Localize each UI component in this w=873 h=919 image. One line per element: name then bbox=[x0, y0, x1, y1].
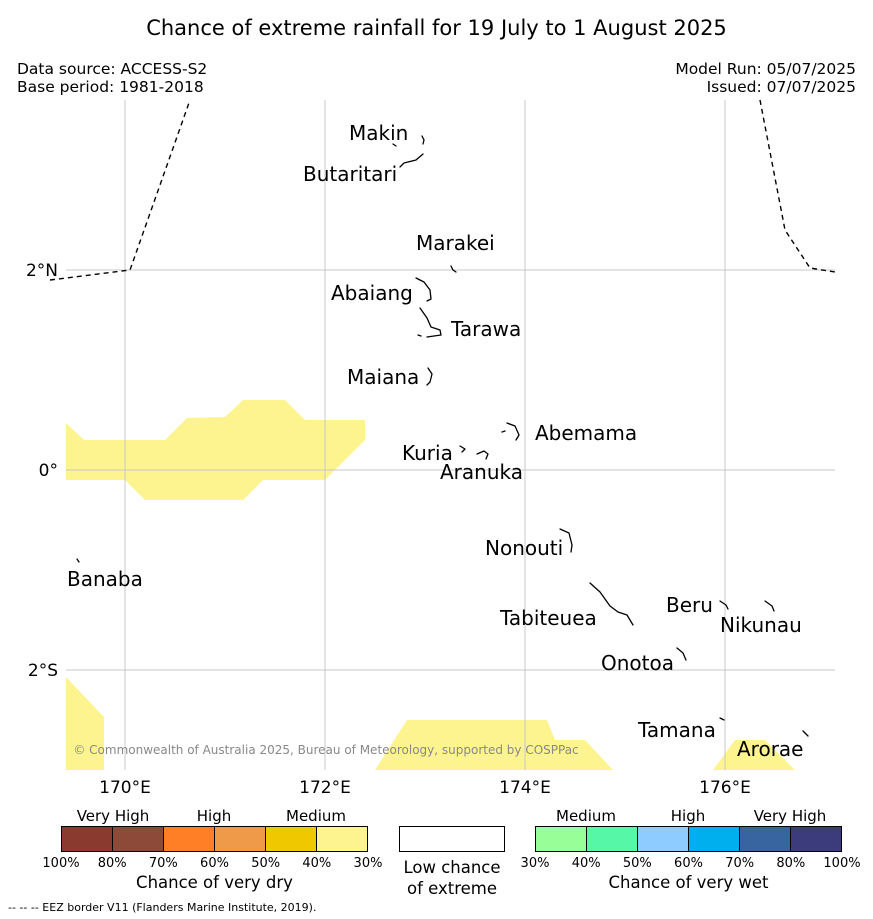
place-label-maiana: Maiana bbox=[347, 365, 419, 389]
legend-dry-tick-3: 60% bbox=[200, 856, 229, 871]
island-outline-3 bbox=[415, 277, 432, 302]
island-outline-5 bbox=[426, 367, 433, 386]
lat-tick-label: 2°N bbox=[26, 261, 58, 281]
legend-dry-tick-1: 80% bbox=[97, 856, 127, 871]
legend-wet-header-very-high: Very High bbox=[753, 807, 827, 825]
legend-wet-header-medium: Medium bbox=[556, 807, 616, 825]
lat-tick-label: 2°S bbox=[28, 661, 58, 681]
place-label-tabiteuea: Tabiteuea bbox=[499, 606, 597, 630]
legend-wet-tick-1: 40% bbox=[571, 856, 601, 871]
island-outline-7 bbox=[459, 445, 489, 460]
legend-dry-swatch-0 bbox=[62, 827, 113, 851]
island-outline-13 bbox=[676, 647, 687, 661]
legend-dry-tick-0: 100% bbox=[42, 856, 80, 871]
dry-medium-region-2 bbox=[375, 720, 613, 770]
place-label-marakei: Marakei bbox=[416, 231, 495, 255]
base-period: Base period: 1981-2018 bbox=[17, 78, 204, 96]
legend-dry-header-very-high: Very High bbox=[76, 807, 150, 825]
legend-dry-header-high: High bbox=[196, 807, 232, 825]
legend-low-title-1: Low chance bbox=[403, 858, 501, 877]
place-label-onotoa: Onotoa bbox=[601, 651, 674, 675]
legend-wet-tick-2: 50% bbox=[622, 856, 652, 871]
legend-wet-colorbar bbox=[535, 826, 842, 852]
axis-labels: 170°E 172°E 174°E 176°E 2°N 0° 2°S bbox=[26, 261, 751, 798]
place-label-nonouti: Nonouti bbox=[485, 536, 563, 560]
place-label-abemama: Abemama bbox=[535, 421, 637, 445]
eez-border bbox=[49, 99, 836, 281]
legend-dry-swatch-3 bbox=[215, 827, 266, 851]
map-gridlines bbox=[66, 100, 835, 770]
lon-tick-label: 176°E bbox=[699, 778, 751, 798]
lon-tick-label: 174°E bbox=[499, 778, 551, 798]
dry-medium-region-3 bbox=[713, 740, 795, 770]
dry-shading bbox=[66, 400, 795, 770]
island-outline-0 bbox=[392, 135, 425, 147]
eez-dashed-line-1 bbox=[759, 99, 836, 273]
lat-tick-label: 0° bbox=[39, 461, 58, 481]
legend-dry-swatch-5 bbox=[317, 827, 367, 851]
place-label-arorae: Arorae bbox=[737, 737, 803, 761]
legend-wet-title: Chance of very wet bbox=[608, 873, 769, 892]
legend-low-title-2: of extreme bbox=[406, 879, 498, 898]
legend-wet-tick-5: 80% bbox=[776, 856, 806, 871]
place-label-beru: Beru bbox=[666, 593, 713, 617]
place-label-butaritari: Butaritari bbox=[303, 162, 397, 186]
legend-wet-tick-4: 70% bbox=[725, 856, 755, 871]
island-outline-8 bbox=[559, 528, 573, 553]
island-outline-9 bbox=[76, 558, 80, 563]
island-outline-10 bbox=[589, 582, 634, 626]
legend-dry-colorbar bbox=[61, 826, 368, 852]
legend-dry-tick-4: 50% bbox=[251, 856, 281, 871]
data-source: Data source: ACCESS-S2 bbox=[17, 60, 208, 78]
legend-dry-tick-2: 70% bbox=[148, 856, 178, 871]
island-outline-15 bbox=[802, 730, 809, 737]
legend-wet-header-high: High bbox=[670, 807, 706, 825]
island-outline-6 bbox=[501, 422, 520, 441]
dry-medium-region-0 bbox=[66, 400, 365, 500]
legend-wet-swatch-4 bbox=[740, 827, 791, 851]
legend-dry-swatch-1 bbox=[113, 827, 164, 851]
place-label-banaba: Banaba bbox=[67, 567, 143, 591]
legend-dry-swatch-2 bbox=[164, 827, 215, 851]
chart-title: Chance of extreme rainfall for 19 July t… bbox=[146, 16, 727, 40]
legend-dry-tick-6: 30% bbox=[353, 856, 383, 871]
place-label-nikunau: Nikunau bbox=[720, 613, 802, 637]
place-label-aranuka: Aranuka bbox=[440, 460, 523, 484]
legend-wet-swatch-5 bbox=[791, 827, 841, 851]
eez-dashed-line-0 bbox=[49, 99, 191, 281]
legend-wet-swatch-0 bbox=[536, 827, 587, 851]
island-outlines bbox=[76, 135, 809, 737]
dry-medium-region-1 bbox=[66, 677, 104, 770]
legend-dry-title: Chance of very dry bbox=[136, 873, 293, 892]
island-outline-1 bbox=[399, 153, 424, 168]
rainfall-map: 170°E 172°E 174°E 176°E 2°N 0° 2°S Makin Butari… bbox=[26, 99, 836, 798]
place-label-abaiang: Abaiang bbox=[331, 281, 413, 305]
legend-dry-header-medium: Medium bbox=[286, 807, 346, 825]
place-labels: Makin Butaritari Marakei Abaiang Tarawa Maian… bbox=[67, 121, 803, 761]
place-label-kuria: Kuria bbox=[402, 441, 453, 465]
eez-footnote: -- -- -- EEZ border V11 (Flanders Marine… bbox=[8, 901, 317, 914]
legend-low-chance-swatch bbox=[399, 826, 505, 852]
issued-date: Issued: 07/07/2025 bbox=[706, 78, 856, 96]
place-label-tamana: Tamana bbox=[637, 718, 716, 742]
legend-dry-swatch-4 bbox=[266, 827, 317, 851]
legend-wet-tick-0: 30% bbox=[520, 856, 550, 871]
legend-dry-tick-5: 40% bbox=[302, 856, 332, 871]
legend-wet-tick-6: 100% bbox=[823, 856, 861, 871]
island-outline-12 bbox=[764, 600, 775, 612]
place-label-tarawa: Tarawa bbox=[450, 317, 521, 341]
island-outline-11 bbox=[719, 600, 729, 610]
island-outline-2 bbox=[450, 265, 457, 273]
lon-tick-label: 172°E bbox=[299, 778, 351, 798]
island-outline-14 bbox=[719, 717, 725, 721]
place-label-makin: Makin bbox=[349, 121, 408, 145]
model-run: Model Run: 05/07/2025 bbox=[675, 60, 856, 78]
legend-wet-swatch-1 bbox=[587, 827, 638, 851]
island-outline-4 bbox=[417, 307, 442, 338]
legend-wet-swatch-2 bbox=[638, 827, 689, 851]
legend-wet-tick-3: 60% bbox=[674, 856, 703, 871]
copyright-notice: © Commonwealth of Australia 2025, Bureau… bbox=[73, 743, 578, 757]
legend-wet-swatch-3 bbox=[689, 827, 740, 851]
lon-tick-label: 170°E bbox=[99, 778, 151, 798]
